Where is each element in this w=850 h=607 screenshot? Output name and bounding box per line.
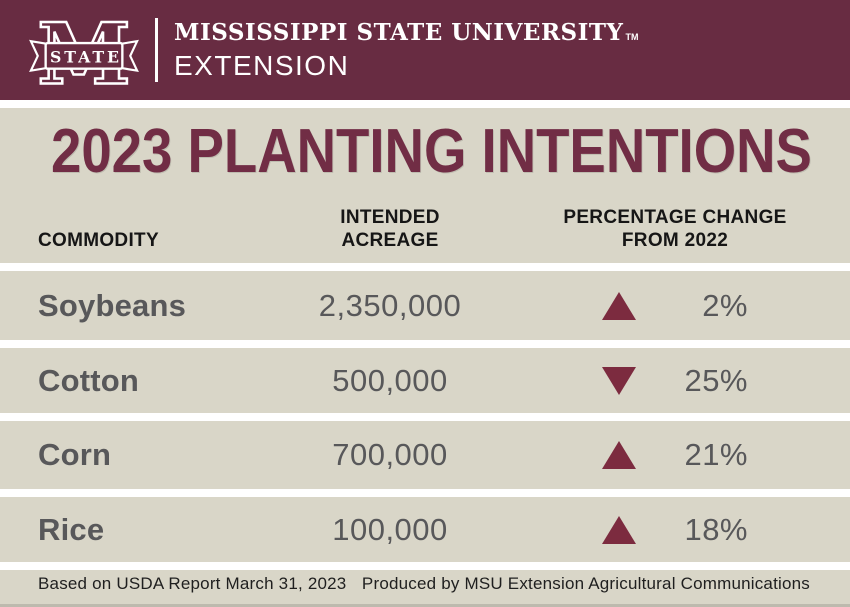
percent-change-value: 21% — [684, 437, 748, 472]
acreage-value: 500,000 — [332, 362, 448, 398]
source-note: Based on USDA Report March 31, 2023 — [38, 574, 347, 593]
footer: Based on USDA Report March 31, 2023 Prod… — [0, 570, 850, 607]
acreage-value: 100,000 — [332, 511, 448, 547]
table-header-row: COMMODITY INTENDED ACREAGE PERCENTAGE CH… — [0, 207, 850, 263]
change-cell: 21% — [500, 437, 850, 473]
title-section: 2023 PLANTING INTENTIONS COMMODITY INTEN… — [0, 108, 850, 263]
trademark-symbol: TM — [625, 31, 639, 42]
change-cell: 18% — [500, 512, 850, 548]
university-name: Mississippi State University TM — [174, 18, 639, 46]
column-header-commodity: COMMODITY — [38, 229, 159, 251]
commodity-name: Corn — [38, 437, 112, 472]
triangle-up-icon — [602, 291, 636, 320]
triangle-up-icon — [602, 441, 636, 469]
table-row-soybeans: Soybeans 2,350,000 2% — [0, 271, 850, 340]
acreage-value: 2,350,000 — [318, 287, 462, 323]
table-row-rice: Rice 100,000 18% — [0, 497, 850, 562]
change-cell: 25% — [500, 363, 850, 399]
percent-change-value: 18% — [684, 511, 748, 547]
acreage-value: 700,000 — [332, 437, 448, 472]
change-cell: 2% — [500, 288, 850, 324]
brand-divider — [155, 18, 158, 82]
triangle-up-icon — [602, 515, 636, 544]
brand-wordmark: Mississippi State University TM EXTENSION — [174, 18, 639, 81]
msu-m-state-logo-icon: M STATE — [29, 8, 139, 92]
triangle-down-icon — [602, 366, 636, 395]
column-header-change: PERCENTAGE CHANGE FROM 2022 — [563, 207, 787, 251]
column-header-acreage: INTENDED ACREAGE — [340, 207, 440, 251]
brand-header: M STATE Mississippi State UniversityTM E… — [0, 0, 850, 100]
percent-change-value: 2% — [702, 287, 748, 323]
extension-label: EXTENSION — [174, 49, 350, 81]
table-row-corn: Corn 700,000 21% — [0, 421, 850, 489]
table-row-cotton: Cotton 500,000 25% — [0, 348, 850, 413]
page-title: 2023 PLANTING INTENTIONS — [51, 117, 812, 186]
percent-change-value: 25% — [684, 362, 748, 398]
commodity-name: Soybeans — [38, 287, 187, 323]
commodity-name: Rice — [38, 511, 105, 547]
logo-banner-text: STATE — [50, 47, 122, 66]
producer-note: Produced by MSU Extension Agricultural C… — [361, 574, 810, 593]
commodity-name: Cotton — [38, 362, 140, 398]
